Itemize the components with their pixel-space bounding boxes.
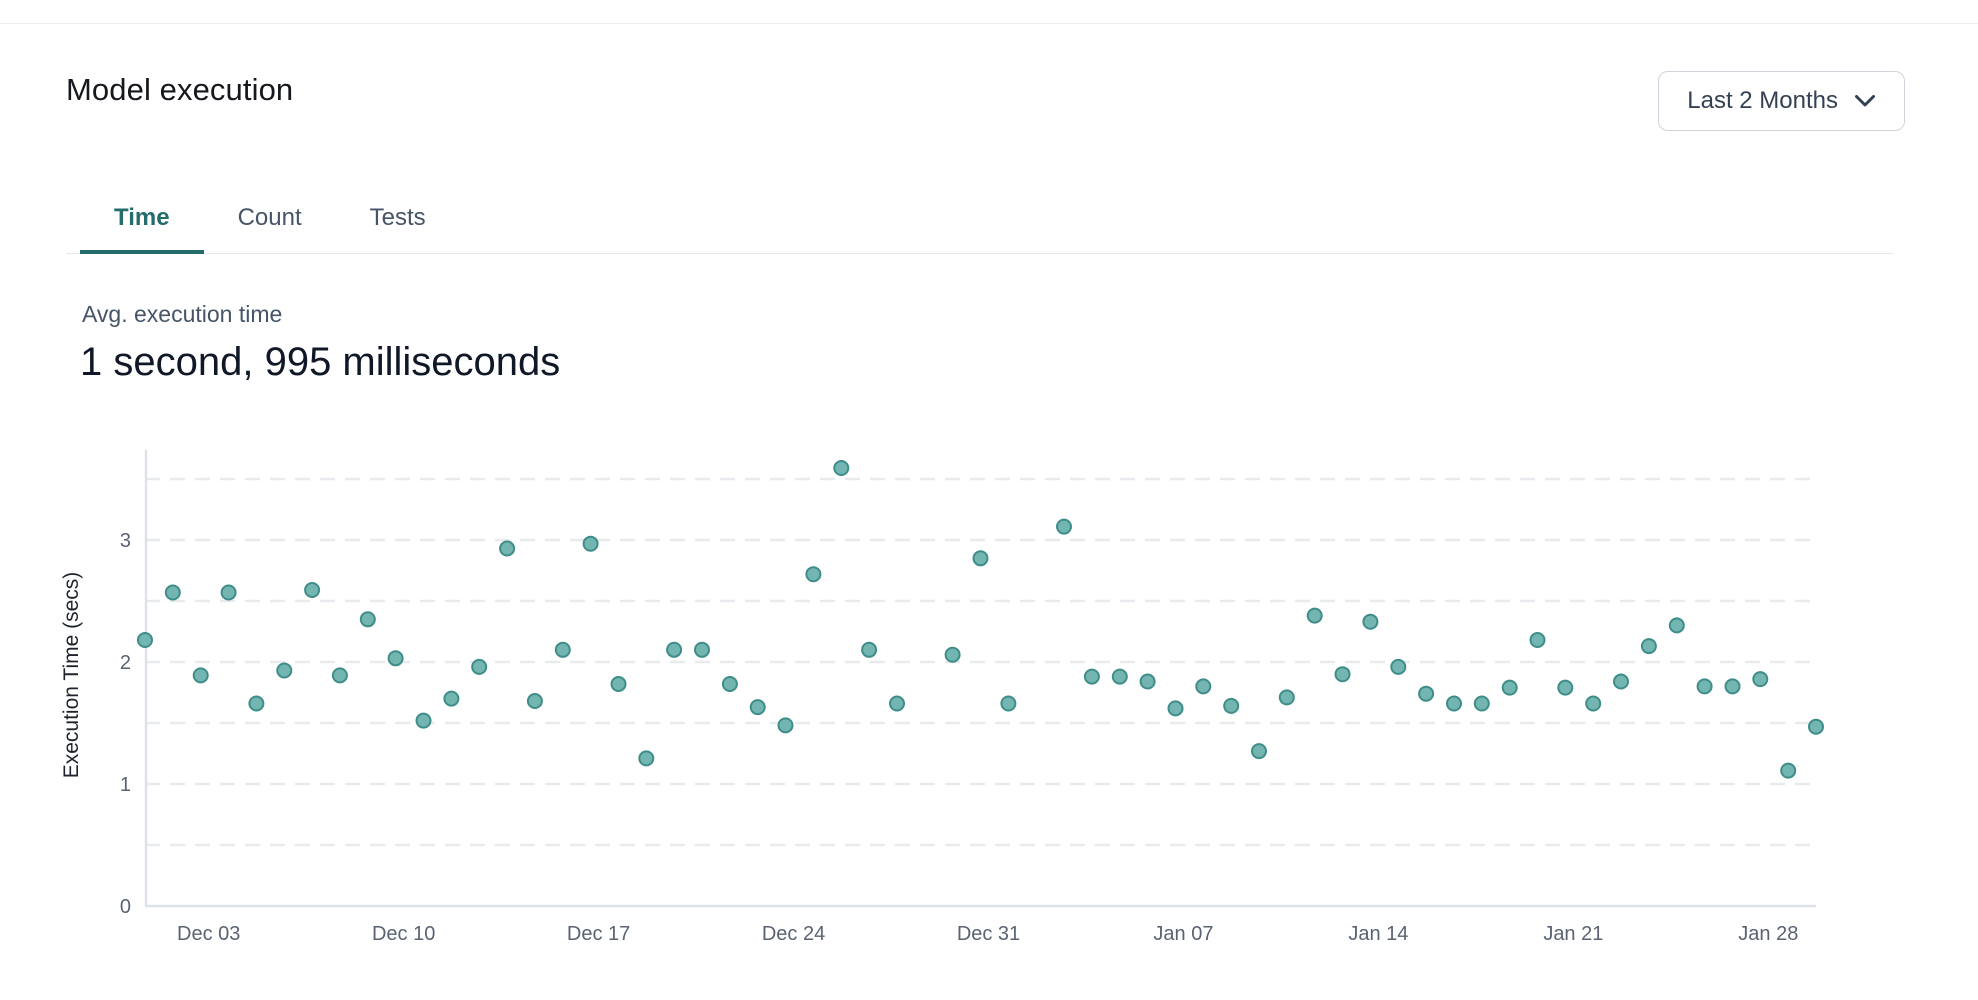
data-point[interactable] [471,658,488,675]
data-point[interactable] [1668,617,1685,634]
data-point[interactable] [833,460,850,476]
svg-text:Dec 17: Dec 17 [567,923,630,945]
tab-time[interactable]: Time [80,190,204,254]
svg-text:Jan 21: Jan 21 [1543,923,1603,945]
data-point[interactable] [1223,697,1240,714]
y-axis-ticks: 0 1 2 3 [120,530,131,918]
page-title: Model execution [66,72,294,107]
axis-lines [144,450,1816,908]
data-point[interactable] [192,667,209,684]
data-point[interactable] [415,712,432,729]
data-point[interactable] [359,611,376,628]
data-point[interactable] [1752,671,1769,688]
tab-tests[interactable]: Tests [369,204,426,231]
data-point[interactable] [1418,685,1435,702]
data-point[interactable] [694,641,710,658]
data-point[interactable] [554,641,571,658]
y-axis-title: Execution Time (secs) [60,572,83,779]
data-point[interactable] [1446,695,1462,712]
data-point[interactable] [1278,689,1295,706]
svg-text:Dec 03: Dec 03 [177,923,240,945]
execution-time-chart-area: 0 1 2 3 Execution Time (secs) Dec 03 Dec 10 Dec… [0,430,1978,990]
svg-text:Dec 24: Dec 24 [762,923,825,945]
tab-count[interactable]: Count [237,204,302,231]
data-points [137,460,1824,779]
data-point[interactable] [805,566,822,583]
data-point[interactable] [248,695,265,712]
x-axis-ticks: Dec 03 Dec 10 Dec 17 Dec 24 Dec 31 Jan 07 Jan … [177,923,1798,945]
data-point[interactable] [1557,679,1574,696]
data-point[interactable] [1306,607,1323,624]
data-point[interactable] [1808,718,1824,735]
svg-text:3: 3 [120,530,131,552]
chevron-down-icon [1854,94,1876,108]
stat-label: Avg. execution time [82,301,283,327]
time-range-dropdown[interactable]: Last 2 Months [1658,71,1905,131]
top-divider [0,23,1978,24]
data-point[interactable] [1111,668,1128,685]
svg-text:1: 1 [120,774,131,796]
data-point[interactable] [1696,678,1713,695]
data-point[interactable] [137,632,153,648]
data-point[interactable] [749,699,766,716]
data-point[interactable] [164,584,181,601]
data-point[interactable] [777,717,794,734]
data-point[interactable] [721,676,738,692]
data-point[interactable] [1167,700,1184,717]
data-point[interactable] [304,582,321,598]
data-point[interactable] [610,676,627,692]
data-point[interactable] [331,667,348,684]
data-point[interactable] [1251,743,1267,760]
data-point[interactable] [1780,762,1797,779]
data-point[interactable] [1640,638,1657,655]
data-point[interactable] [1139,673,1156,690]
data-point[interactable] [861,641,878,658]
data-point[interactable] [499,540,516,557]
svg-text:Jan 14: Jan 14 [1348,923,1408,945]
data-point[interactable] [666,641,683,658]
data-point[interactable] [1083,668,1100,685]
data-point[interactable] [944,646,961,663]
svg-text:0: 0 [120,896,131,918]
data-point[interactable] [1501,679,1518,696]
data-point[interactable] [1056,518,1072,535]
svg-text:Jan 07: Jan 07 [1153,923,1213,945]
data-point[interactable] [1000,695,1017,712]
data-point[interactable] [638,750,655,767]
gridlines [145,477,1816,847]
stat-value: 1 second, 995 milliseconds [80,340,561,384]
data-point[interactable] [1613,673,1629,690]
data-point[interactable] [387,650,404,667]
svg-text:Dec 31: Dec 31 [957,923,1020,945]
data-point[interactable] [276,662,293,679]
data-point[interactable] [889,695,905,712]
data-point[interactable] [220,584,237,601]
data-point[interactable] [1390,658,1407,675]
svg-text:2: 2 [120,652,131,674]
data-point[interactable] [1473,695,1490,712]
svg-text:Dec 10: Dec 10 [372,923,435,945]
data-point[interactable] [1724,678,1741,695]
time-range-dropdown-label: Last 2 Months [1687,87,1838,114]
data-point[interactable] [526,693,543,709]
data-point[interactable] [443,690,460,707]
data-point[interactable] [582,535,599,552]
data-point[interactable] [1195,678,1212,695]
data-point[interactable] [1362,613,1379,630]
data-point[interactable] [1334,666,1351,683]
data-point[interactable] [972,550,989,567]
chart-tabs: Time Count Tests [66,190,1893,254]
data-point[interactable] [1585,695,1602,712]
data-point[interactable] [1529,632,1546,648]
svg-text:Jan 28: Jan 28 [1738,923,1798,945]
